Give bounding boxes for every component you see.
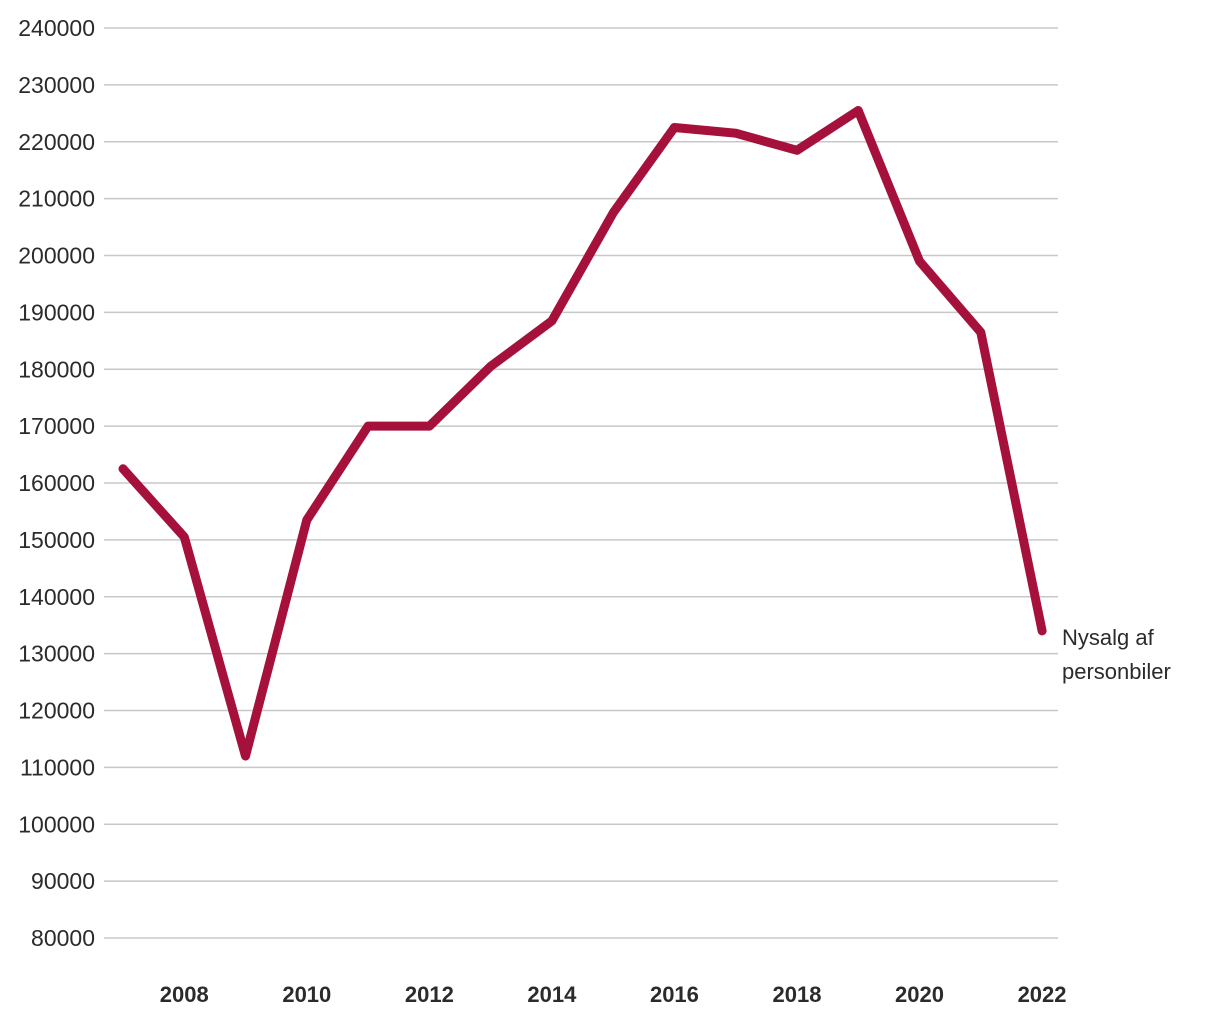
y-tick-label: 220000 xyxy=(18,129,95,155)
y-tick-label: 190000 xyxy=(18,299,95,325)
y-tick-label: 130000 xyxy=(18,641,95,667)
x-tick-label: 2014 xyxy=(527,982,577,1007)
x-tick-label: 2020 xyxy=(895,982,944,1007)
y-tick-label: 100000 xyxy=(18,811,95,837)
y-gridlines xyxy=(104,27,1058,939)
y-tick-label: 160000 xyxy=(18,470,95,496)
x-axis-labels: 2008 2010 2012 2014 2016 2018 2020 2022 xyxy=(160,982,1067,1007)
x-tick-label: 2022 xyxy=(1018,982,1067,1007)
x-tick-label: 2016 xyxy=(650,982,699,1007)
y-tick-label: 200000 xyxy=(18,243,95,269)
y-tick-label: 110000 xyxy=(20,754,95,780)
y-tick-label: 150000 xyxy=(18,527,95,553)
y-axis-labels: 240000 230000 220000 210000 200000 190000 1800… xyxy=(18,15,95,951)
y-tick-label: 170000 xyxy=(18,413,95,439)
y-tick-label: 80000 xyxy=(31,925,95,951)
y-tick-label: 120000 xyxy=(18,698,95,724)
y-tick-label: 180000 xyxy=(18,356,95,382)
y-tick-label: 140000 xyxy=(18,584,95,610)
y-tick-label: 90000 xyxy=(31,868,95,894)
x-tick-label: 2012 xyxy=(405,982,454,1007)
x-tick-label: 2018 xyxy=(772,982,821,1007)
x-tick-label: 2008 xyxy=(160,982,209,1007)
x-tick-label: 2010 xyxy=(282,982,331,1007)
y-tick-label: 210000 xyxy=(18,186,95,212)
series-label: Nysalg af personbiler xyxy=(1062,625,1171,684)
data-line xyxy=(118,106,1047,761)
y-tick-label: 230000 xyxy=(18,72,95,98)
y-tick-label: 240000 xyxy=(18,15,95,41)
